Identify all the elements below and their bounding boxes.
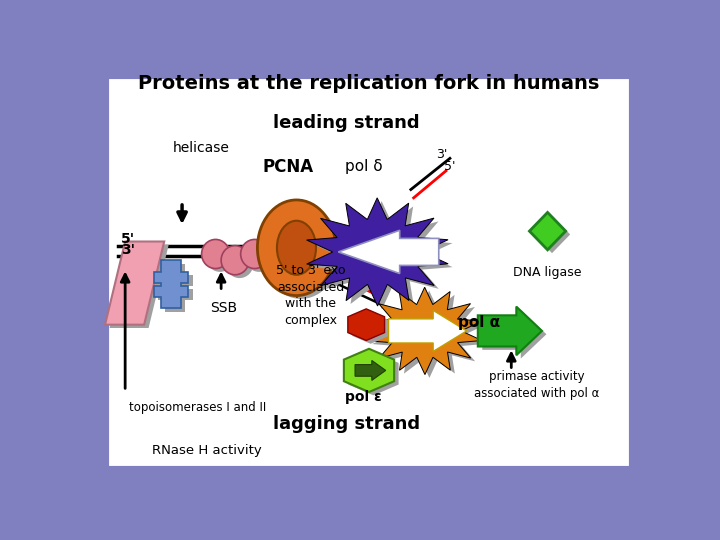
- Polygon shape: [372, 291, 487, 378]
- Ellipse shape: [258, 200, 336, 295]
- Text: DNA ligase: DNA ligase: [513, 266, 582, 279]
- Text: pol ε: pol ε: [345, 390, 382, 404]
- Text: 5': 5': [444, 160, 456, 173]
- Ellipse shape: [225, 249, 253, 278]
- Polygon shape: [529, 212, 566, 250]
- Text: PCNA: PCNA: [263, 158, 314, 176]
- Text: pol α: pol α: [459, 315, 500, 330]
- Polygon shape: [368, 287, 482, 375]
- Text: SSB: SSB: [210, 301, 238, 315]
- Text: Proteins at the replication fork in humans: Proteins at the replication fork in huma…: [138, 74, 600, 93]
- Polygon shape: [534, 216, 570, 253]
- Polygon shape: [338, 230, 438, 274]
- Ellipse shape: [202, 239, 230, 268]
- Text: 5': 5': [121, 232, 135, 246]
- Text: topoisomerases I and II: topoisomerases I and II: [129, 401, 266, 414]
- Ellipse shape: [262, 203, 340, 299]
- Text: leading strand: leading strand: [274, 114, 420, 132]
- Ellipse shape: [245, 243, 273, 272]
- Text: primase activity
associated with pol α: primase activity associated with pol α: [474, 370, 599, 400]
- Polygon shape: [158, 264, 193, 312]
- Polygon shape: [348, 352, 399, 395]
- Polygon shape: [355, 360, 386, 380]
- Polygon shape: [311, 201, 453, 309]
- Polygon shape: [352, 312, 389, 344]
- Polygon shape: [307, 198, 448, 306]
- Text: lagging strand: lagging strand: [273, 415, 420, 434]
- Text: 3': 3': [121, 243, 135, 257]
- Polygon shape: [478, 307, 542, 355]
- Text: helicase: helicase: [174, 141, 230, 155]
- Polygon shape: [153, 260, 188, 308]
- Text: 3': 3': [436, 148, 447, 161]
- Polygon shape: [348, 309, 384, 341]
- Ellipse shape: [221, 246, 249, 275]
- Text: RNase H activity: RNase H activity: [153, 444, 262, 457]
- Ellipse shape: [277, 221, 316, 275]
- Polygon shape: [105, 241, 164, 325]
- Text: pol δ: pol δ: [345, 159, 382, 174]
- Ellipse shape: [206, 243, 234, 272]
- Polygon shape: [389, 310, 467, 352]
- Polygon shape: [344, 349, 394, 392]
- Polygon shape: [109, 245, 168, 328]
- Polygon shape: [482, 310, 546, 359]
- Text: 5' to 3' exo
associated
with the
complex: 5' to 3' exo associated with the complex: [276, 264, 345, 327]
- Ellipse shape: [240, 239, 269, 268]
